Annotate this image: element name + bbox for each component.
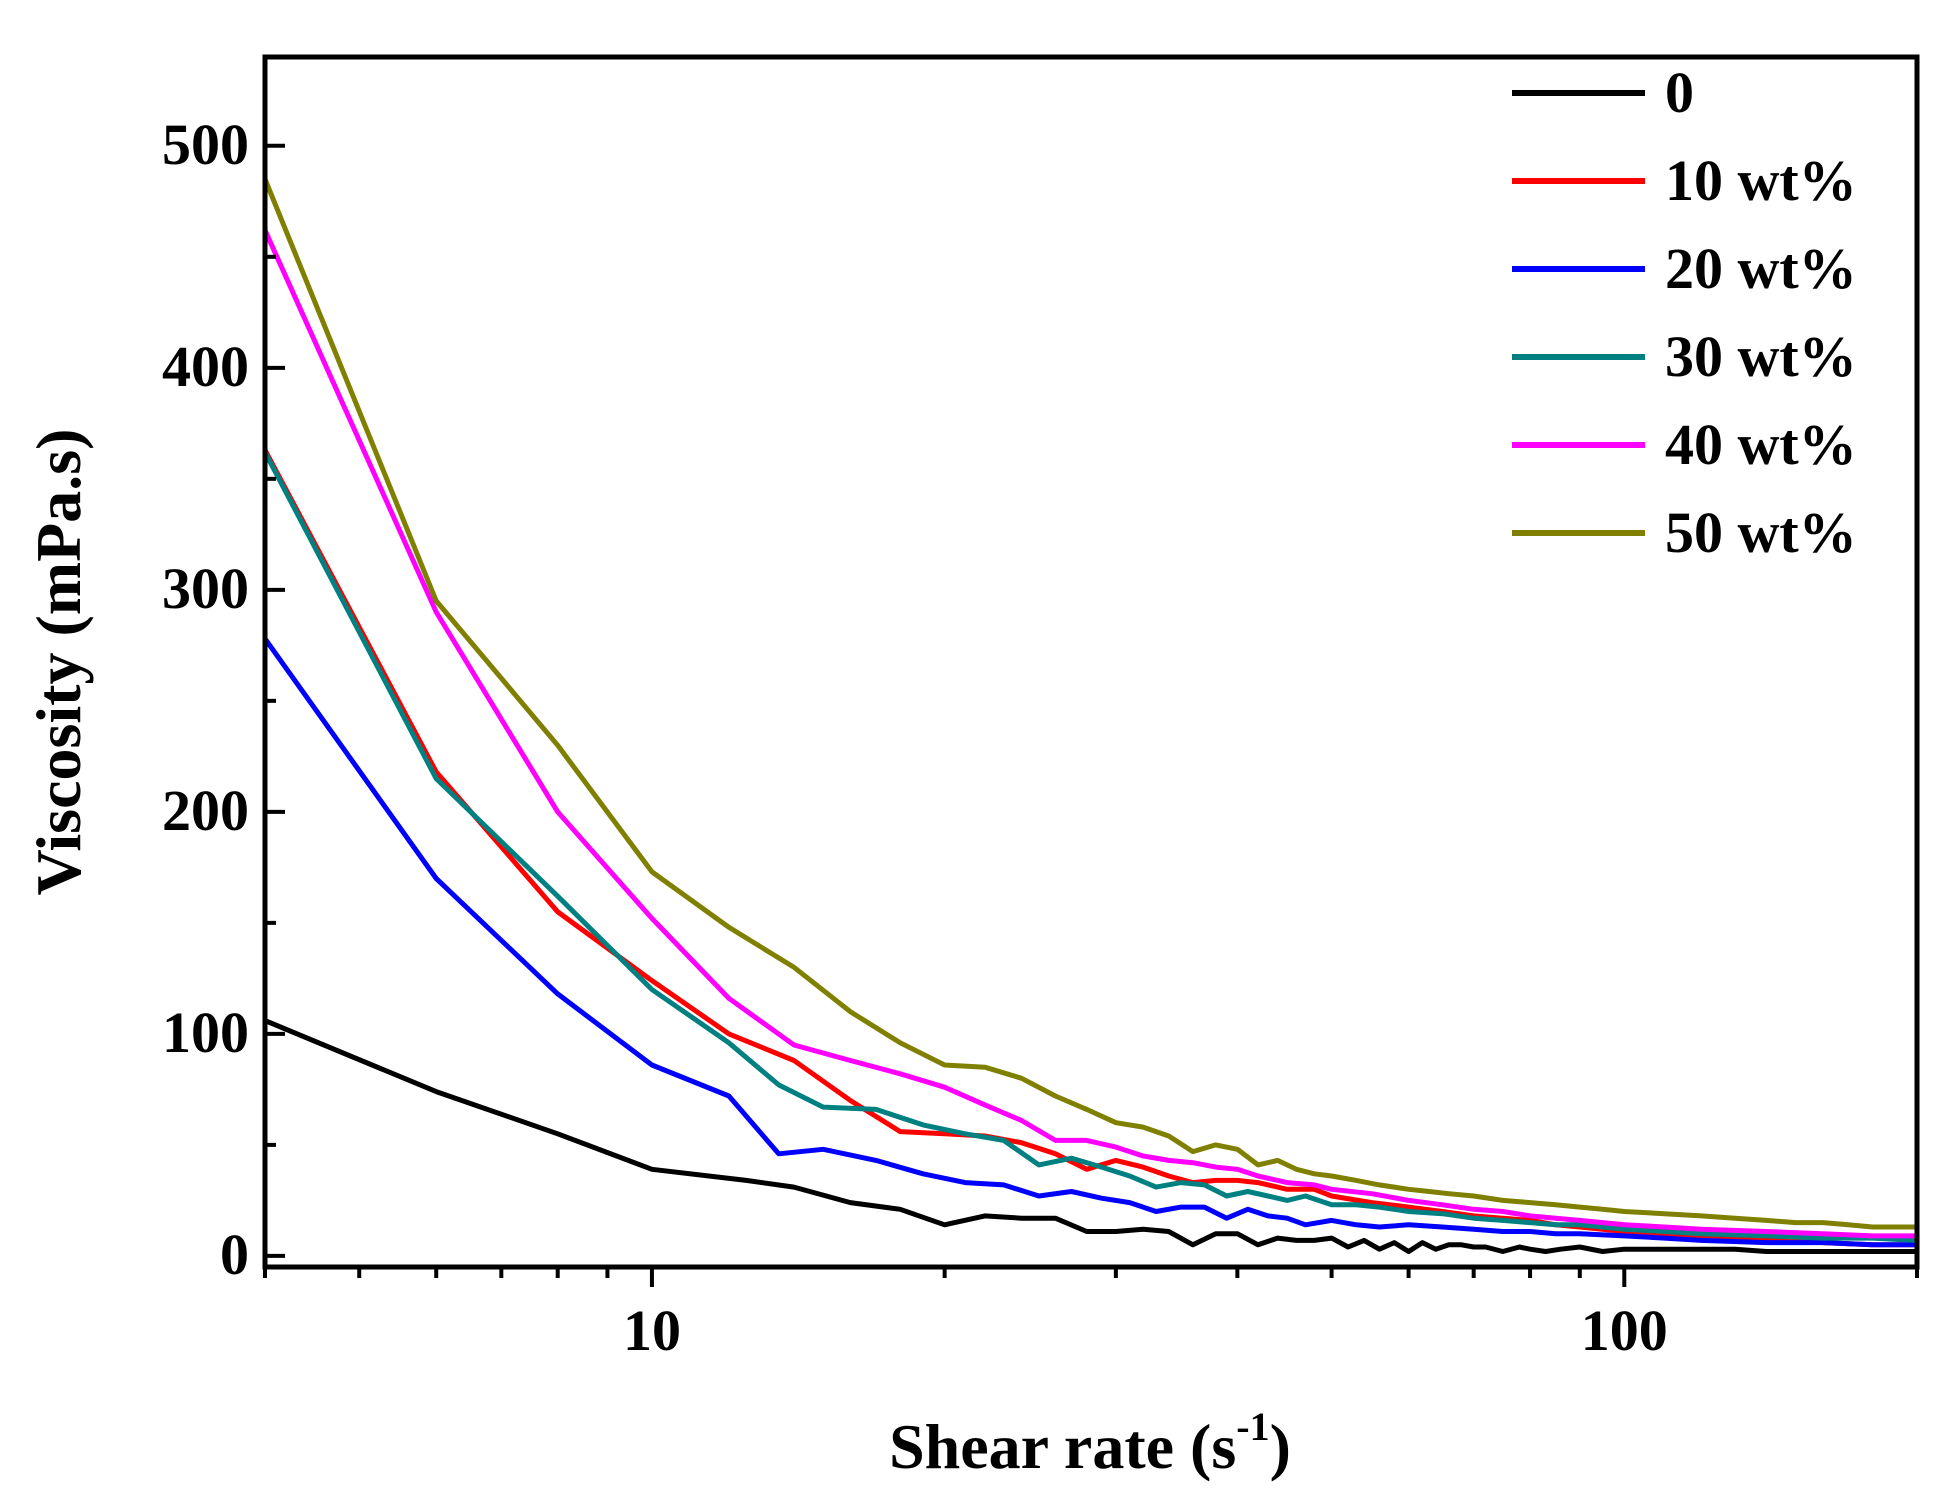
legend-label: 20 wt% — [1665, 236, 1857, 301]
series-line-4 — [262, 227, 1920, 1239]
legend-item: 40 wt% — [1512, 412, 1857, 477]
legend-item: 0 — [1512, 60, 1694, 125]
legend-label: 30 wt% — [1665, 324, 1857, 389]
x-axis-label-exponent: -1 — [1236, 1404, 1269, 1449]
tick-layer: 0 100 200 300 400 500 10 100 — [162, 112, 1919, 1363]
y-axis-label: Viscosity (mPa.s) — [23, 429, 94, 896]
legend-item: 50 wt% — [1512, 500, 1857, 565]
y-tick-label: 400 — [162, 334, 249, 399]
series-line-5 — [262, 176, 1920, 1230]
legend-item: 20 wt% — [1512, 236, 1857, 301]
x-axis-label-main: Shear rate (s — [889, 1411, 1236, 1482]
series-layer — [262, 176, 1920, 1254]
x-tick-label: 10 — [623, 1298, 681, 1363]
y-tick-label: 0 — [220, 1222, 249, 1287]
legend-item: 30 wt% — [1512, 324, 1857, 389]
legend-label: 50 wt% — [1665, 500, 1857, 565]
legend: 0 10 wt% 20 wt% 30 wt% 40 wt% 50 wt% — [1512, 60, 1857, 565]
y-tick-label: 500 — [162, 112, 249, 177]
series-line-0 — [262, 1018, 1920, 1254]
legend-label: 0 — [1665, 60, 1694, 125]
x-tick-label: 100 — [1581, 1298, 1668, 1363]
y-tick-label: 200 — [162, 778, 249, 843]
legend-label: 40 wt% — [1665, 412, 1857, 477]
legend-label: 10 wt% — [1665, 148, 1857, 213]
series-line-3 — [262, 449, 1920, 1243]
legend-item: 10 wt% — [1512, 148, 1857, 213]
y-tick-label: 300 — [162, 556, 249, 621]
x-axis-label-close: ) — [1270, 1411, 1291, 1482]
y-tick-label: 100 — [162, 1000, 249, 1065]
x-axis-label: Shear rate (s-1) — [889, 1404, 1291, 1482]
series-line-2 — [262, 636, 1920, 1248]
plot-frame — [262, 54, 1920, 1270]
